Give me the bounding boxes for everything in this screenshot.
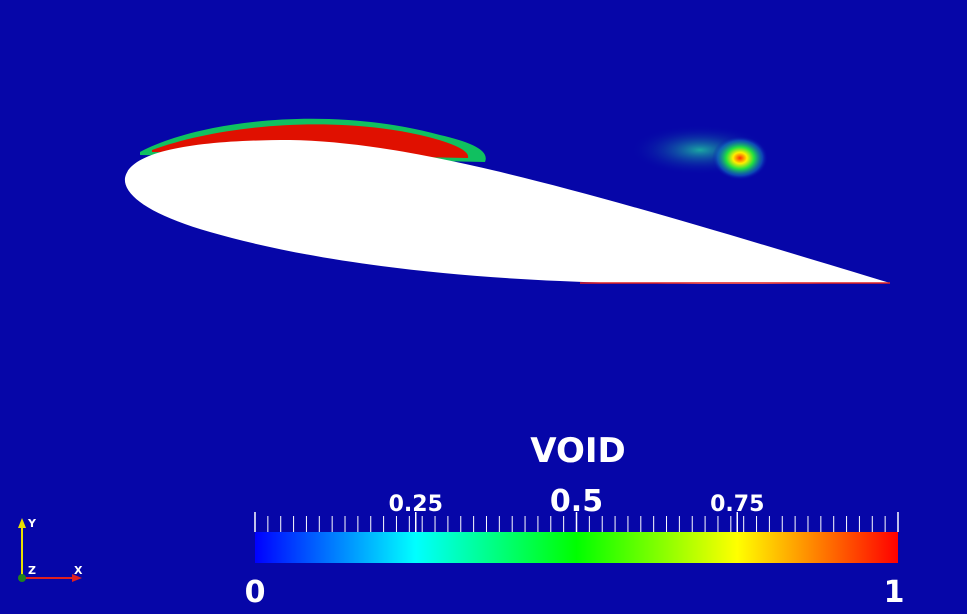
airfoil (124, 140, 890, 284)
tick-label: 0.75 (710, 492, 764, 517)
y-axis-label: Y (27, 517, 37, 530)
y-arrowhead (18, 518, 26, 528)
tick-label: 1 (884, 575, 905, 610)
x-arrowhead (72, 574, 82, 582)
tick-label: 0 (245, 575, 266, 610)
z-axis-label: Z (28, 564, 36, 577)
colorbar-ticks: 0 0.25 0.5 0.75 1 (245, 484, 905, 610)
colorbar (255, 532, 898, 563)
colorbar-title: VOID (530, 431, 626, 471)
x-axis-label: X (74, 564, 83, 577)
z-axis-dot (18, 574, 26, 582)
tick-label: 0.5 (550, 484, 603, 519)
tick-label: 0.25 (389, 492, 443, 517)
vortex (712, 136, 768, 180)
